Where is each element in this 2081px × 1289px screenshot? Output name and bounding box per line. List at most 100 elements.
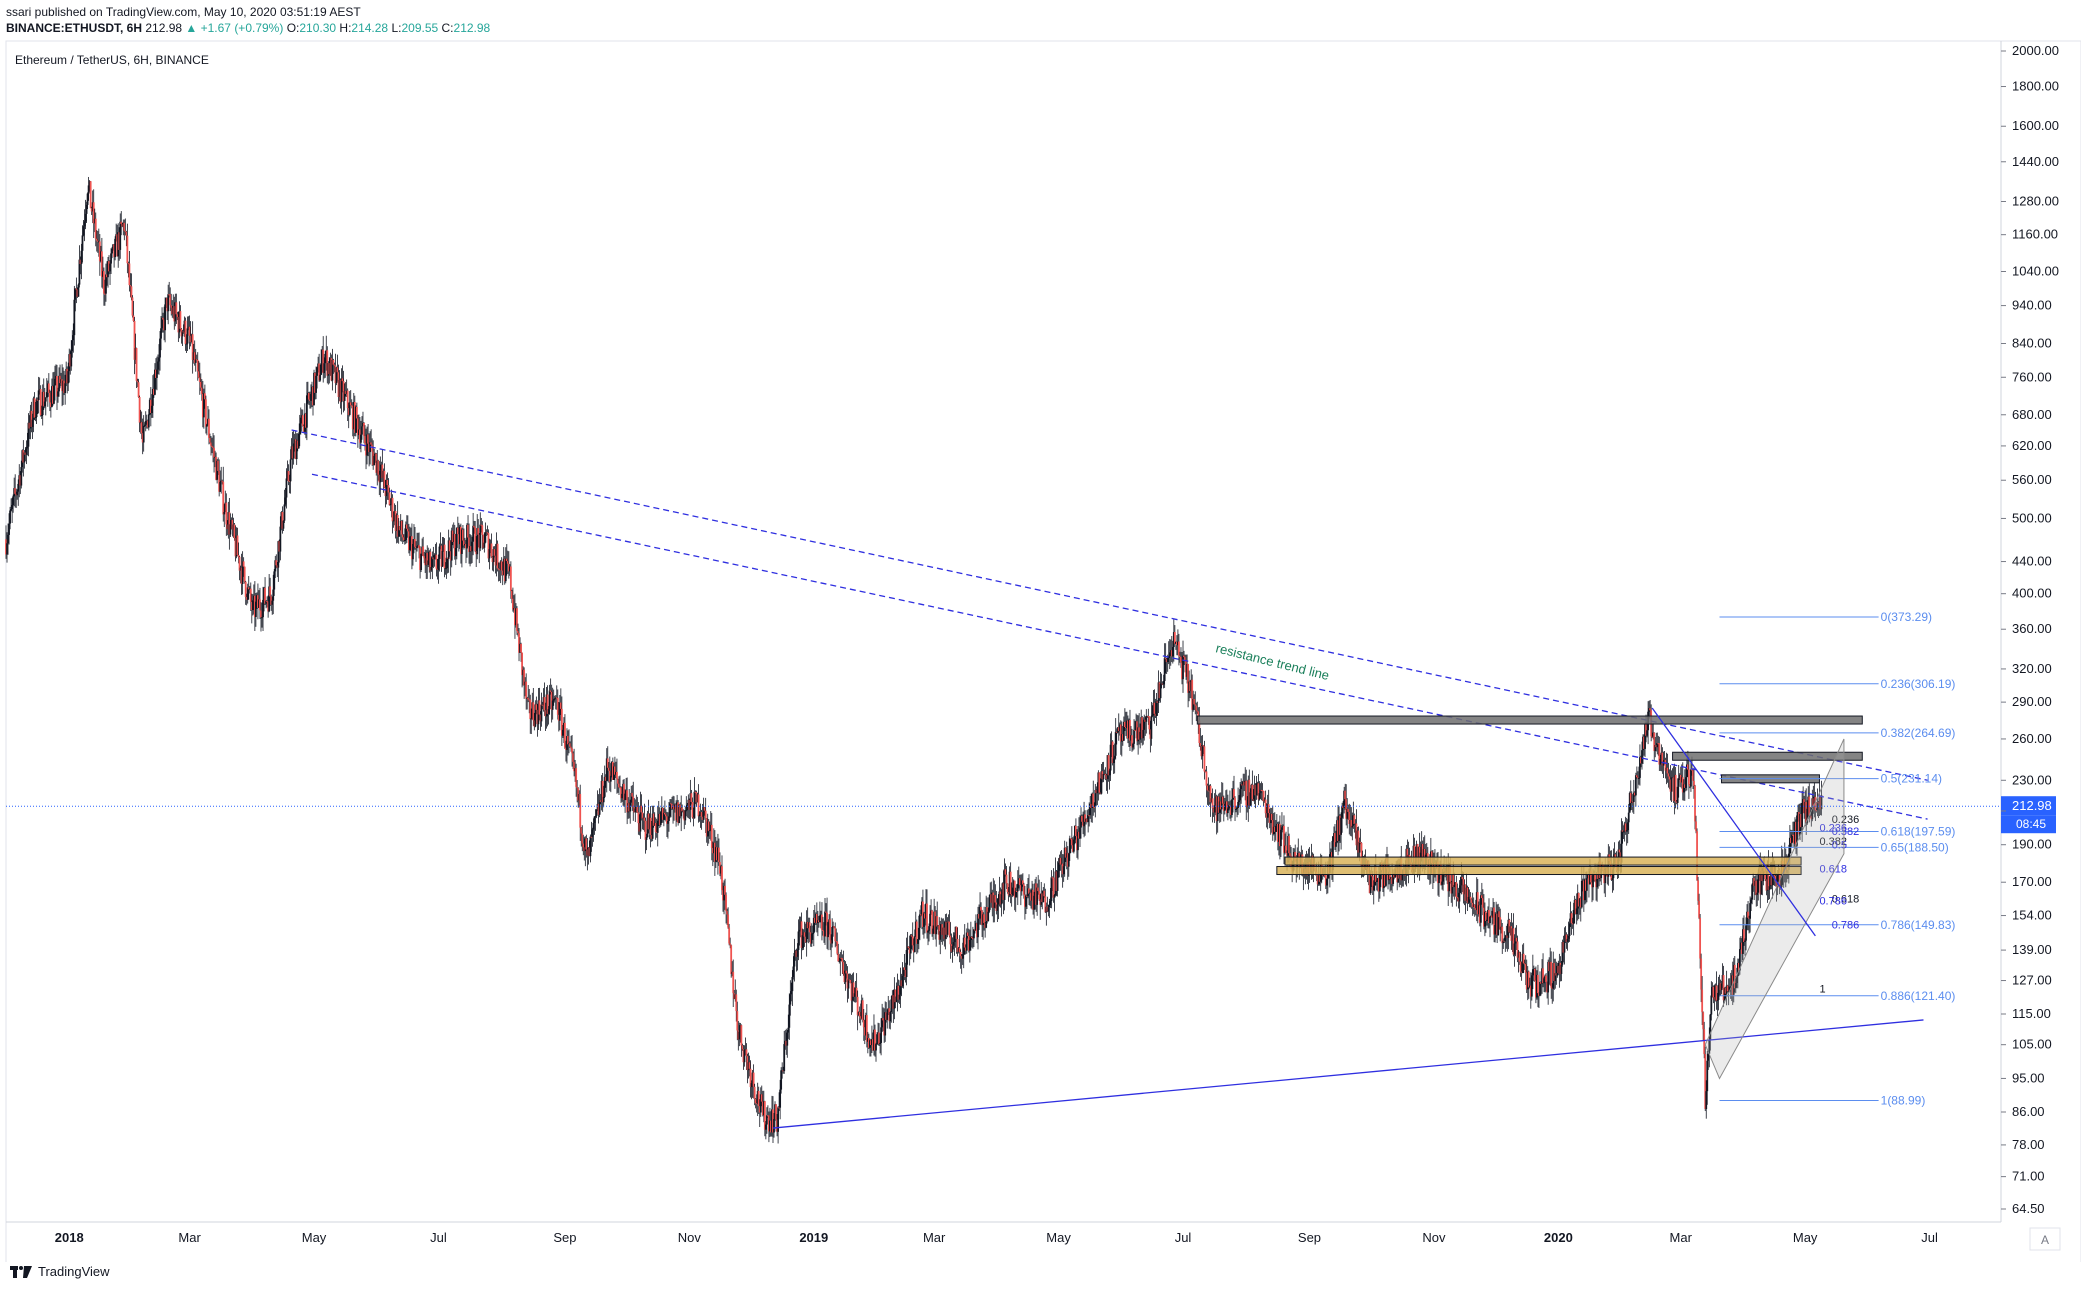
candle-body — [1699, 917, 1702, 959]
candle-body — [1725, 985, 1728, 994]
candle-body — [1275, 823, 1278, 826]
candle-body — [1239, 789, 1242, 801]
candle-body — [1708, 1040, 1711, 1054]
candle-body — [899, 980, 902, 995]
candle-body — [287, 471, 290, 481]
candle-body — [1480, 895, 1483, 899]
candle-body — [1462, 879, 1465, 895]
candle-body — [1012, 880, 1015, 888]
candle-body — [1630, 801, 1633, 804]
candle-body — [1135, 721, 1137, 731]
candle-body — [1105, 775, 1108, 780]
candle-body — [786, 1032, 789, 1046]
candle-body — [956, 938, 959, 952]
candle-body — [961, 954, 964, 959]
candle-body — [516, 608, 518, 632]
candle-body — [406, 528, 409, 532]
candle-body — [799, 921, 802, 930]
candle-body — [353, 402, 356, 433]
candle-body — [11, 504, 14, 510]
candle-body — [1704, 1054, 1707, 1110]
candle-body — [922, 901, 924, 927]
candle-body — [949, 935, 952, 945]
candle-body — [839, 957, 842, 961]
time-axis[interactable]: 2018 Mar May Jul Sep Nov 2019 Mar May Jul Sep Nov 20… — [55, 1230, 1938, 1245]
candle-body — [1089, 803, 1092, 816]
candle-body — [410, 536, 412, 538]
candle-body — [798, 929, 801, 932]
candle-body — [140, 422, 143, 434]
candle-body — [1104, 774, 1107, 776]
candle-body — [907, 946, 910, 949]
candle-body — [1232, 789, 1234, 800]
candle-body — [395, 515, 398, 531]
candle-body — [566, 735, 568, 750]
candle-body — [552, 698, 555, 701]
candle-body — [1080, 815, 1082, 828]
candle-body — [1471, 902, 1474, 907]
candle-body — [1145, 717, 1148, 722]
candle-body — [628, 803, 631, 812]
price-chart[interactable]: Ethereum / TetherUS, 6H, BINANCE resista… — [0, 0, 2081, 1262]
candle-body — [1509, 926, 1512, 933]
candle-body — [493, 549, 496, 556]
candle-body — [174, 302, 177, 322]
candle-body — [1231, 799, 1233, 815]
candle-body — [1720, 983, 1723, 991]
candle-body — [1485, 911, 1487, 922]
candle-body — [357, 429, 360, 436]
candle-body — [57, 391, 59, 397]
candle-body — [14, 488, 17, 494]
candle-body — [1676, 786, 1679, 803]
candle-body — [69, 354, 72, 367]
candle-body — [539, 714, 542, 722]
candle-body — [627, 803, 630, 813]
candle-body — [1066, 853, 1069, 867]
candle-body — [302, 426, 305, 432]
candle-body — [1276, 823, 1279, 842]
candle-body — [909, 935, 912, 954]
candle-body — [1442, 868, 1444, 882]
candle-body — [1643, 736, 1645, 749]
candle-body — [1254, 784, 1257, 796]
candle-body — [1654, 745, 1657, 751]
candle-body — [1621, 830, 1624, 832]
candle-body — [918, 914, 921, 928]
candle-body — [1611, 878, 1614, 880]
candle-body — [220, 480, 223, 482]
candle-body — [258, 599, 260, 608]
auto-scale-button[interactable] — [2029, 1227, 2061, 1251]
candle-body — [161, 317, 163, 329]
candle-body — [693, 791, 696, 819]
candle-body — [1352, 815, 1355, 826]
candle-body — [1354, 823, 1357, 825]
candle-body — [292, 443, 295, 459]
candle-body — [60, 379, 62, 384]
candle-body — [599, 800, 602, 803]
candle-body — [87, 185, 90, 194]
candle-body — [538, 700, 541, 715]
candle-body — [1358, 841, 1361, 853]
candle-body — [507, 563, 510, 572]
candle-body — [1087, 815, 1090, 823]
candle-body — [554, 697, 557, 699]
candle-body — [801, 935, 804, 948]
candle-body — [342, 381, 345, 401]
candle-body — [336, 367, 339, 373]
candle-body — [925, 903, 927, 919]
candle-body — [519, 643, 521, 653]
candle-body — [171, 307, 174, 315]
candle-body — [1715, 985, 1718, 1001]
candle-body — [563, 722, 565, 730]
candle-body — [608, 770, 611, 782]
candle-body — [1255, 783, 1258, 796]
candle-body — [1653, 732, 1656, 751]
candle-body — [1815, 810, 1818, 812]
candle-body — [923, 913, 925, 927]
small-fib-label: 0.382 — [1832, 826, 1860, 838]
candle-body — [760, 1094, 763, 1102]
candle-body — [1454, 882, 1457, 885]
price-axis[interactable]: 2000.001800.001600.001440.001280.001160.… — [2001, 43, 2059, 1216]
sr-zone — [1672, 751, 1863, 761]
candle-body — [787, 1027, 790, 1033]
